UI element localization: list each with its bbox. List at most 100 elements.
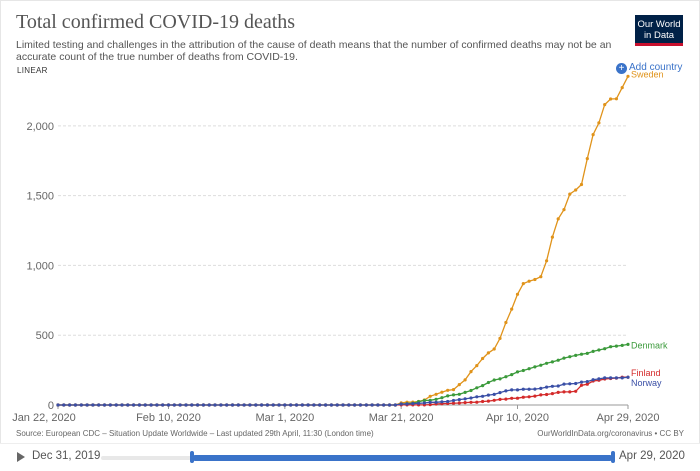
data-point-norway [196, 403, 200, 407]
chart-title: Total confirmed COVID-19 deaths [16, 11, 296, 33]
data-point-norway [550, 384, 555, 388]
data-point-norway [521, 387, 525, 391]
data-point-sweden [510, 307, 514, 311]
chart-svg: 0 500 1,000 1,500 2,000 Jan 22, 2020 Feb 10, 2… [12, 69, 668, 424]
data-point-finland [475, 400, 479, 404]
data-point-denmark [585, 351, 589, 355]
data-point-norway [614, 376, 619, 380]
data-point-denmark [463, 390, 467, 394]
data-point-norway [62, 403, 66, 407]
data-point-finland [451, 401, 456, 405]
data-point-norway [463, 397, 467, 401]
data-point-denmark [568, 355, 572, 359]
data-point-norway [603, 376, 607, 380]
data-point-sweden [504, 320, 508, 325]
data-point-denmark [620, 343, 624, 347]
data-point-denmark [434, 397, 438, 401]
data-point-norway [428, 400, 432, 404]
data-point-finland [550, 392, 555, 396]
data-point-norway [155, 403, 159, 407]
data-point-norway [254, 403, 258, 407]
data-point-norway [393, 403, 397, 407]
data-point-finland [533, 394, 537, 398]
series-line-denmark [58, 343, 629, 406]
data-point-norway [405, 402, 409, 406]
data-point-finland [521, 395, 525, 399]
data-point-sweden [545, 259, 549, 263]
data-point-norway [440, 400, 444, 404]
data-point-finland [574, 389, 578, 393]
data-point-sweden [591, 133, 595, 137]
data-point-norway [510, 388, 514, 392]
data-point-finland [539, 393, 543, 397]
data-point-denmark [539, 363, 543, 367]
data-point-norway [289, 403, 293, 407]
data-point-norway [149, 403, 153, 407]
timeline-selection[interactable] [192, 455, 613, 461]
data-point-denmark [475, 386, 479, 390]
data-point-sweden [574, 188, 578, 192]
series-label-finland: Finland [631, 368, 661, 378]
data-point-norway [68, 403, 72, 407]
data-point-denmark [469, 388, 473, 393]
data-point-finland [492, 398, 496, 402]
data-point-sweden [457, 383, 461, 387]
plus-icon: + [616, 63, 627, 74]
data-point-denmark [451, 393, 456, 397]
data-point-norway [97, 403, 101, 407]
data-point-norway [504, 389, 508, 393]
owid-logo[interactable]: Our World in Data [635, 15, 683, 46]
data-point-sweden [609, 97, 613, 101]
data-point-denmark [527, 367, 531, 371]
data-point-finland [585, 382, 589, 386]
data-point-denmark [626, 342, 630, 346]
data-point-norway [306, 403, 310, 407]
data-point-sweden [434, 392, 438, 396]
data-point-norway [265, 403, 269, 407]
data-point-norway [579, 380, 584, 384]
data-point-norway [568, 382, 572, 386]
data-point-norway [609, 376, 613, 380]
x-tick-label: Jan 22, 2020 [12, 412, 76, 424]
data-point-norway [364, 403, 368, 407]
series-label-sweden: Sweden [631, 69, 664, 79]
data-point-sweden [521, 282, 525, 286]
y-tick-label: 1,000 [26, 260, 54, 272]
data-point-norway [370, 403, 374, 407]
data-point-norway [120, 403, 124, 407]
series-line-finland [58, 376, 628, 406]
data-point-norway [161, 403, 165, 407]
data-point-denmark [597, 348, 601, 352]
timeline-end-handle[interactable] [611, 451, 615, 463]
data-point-norway [166, 403, 171, 407]
data-point-denmark [440, 396, 444, 400]
data-point-norway [347, 403, 351, 407]
data-point-denmark [574, 353, 578, 357]
data-point-norway [132, 403, 136, 407]
play-icon[interactable] [17, 452, 25, 462]
data-point-denmark [545, 361, 549, 365]
scale-toggle-button[interactable]: LINEAR [17, 66, 48, 75]
data-point-norway [294, 403, 299, 407]
data-point-sweden [428, 394, 432, 398]
data-point-denmark [562, 356, 566, 360]
data-point-norway [248, 403, 252, 407]
data-point-norway [283, 403, 287, 407]
data-point-denmark [498, 377, 502, 381]
data-point-finland [504, 397, 508, 401]
data-point-sweden [475, 364, 479, 368]
timeline-start-handle[interactable] [190, 451, 194, 463]
data-point-denmark [457, 392, 461, 396]
data-point-norway [184, 403, 188, 407]
add-country-button[interactable]: + Add country [616, 62, 682, 74]
data-point-denmark [481, 384, 485, 388]
source-text[interactable]: Source: European CDC – Situation Update … [16, 429, 374, 438]
data-point-norway [271, 403, 275, 407]
x-tick-label: Apr 10, 2020 [486, 412, 549, 424]
data-point-norway [335, 403, 339, 407]
series-label-norway: Norway [631, 378, 662, 388]
data-point-norway [207, 403, 211, 407]
credit-link[interactable]: OurWorldInData.org/coronavirus • CC BY [537, 429, 684, 438]
data-point-norway [190, 403, 194, 407]
x-tick-label: Mar 1, 2020 [255, 412, 314, 424]
